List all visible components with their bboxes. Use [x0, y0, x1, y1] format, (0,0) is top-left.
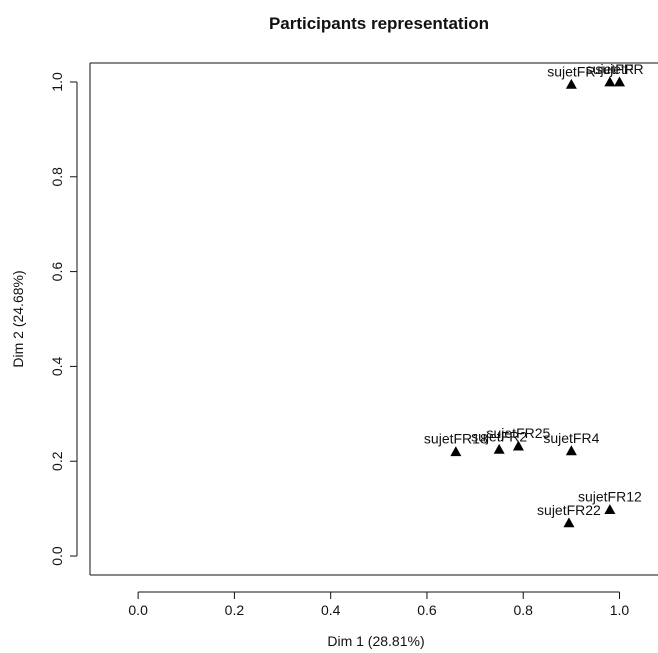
triangle-marker: [613, 76, 625, 87]
triangle-marker: [565, 78, 577, 89]
y-tick-label: 0.0: [49, 546, 65, 566]
x-tick-label: 1.0: [610, 602, 630, 618]
x-tick-label: 0.4: [321, 602, 341, 618]
y-tick-label: 0.4: [49, 356, 65, 376]
y-axis-label: Dim 2 (24.68%): [10, 270, 26, 367]
x-tick-label: 0.2: [225, 602, 245, 618]
point-label: sujetFR: [547, 63, 595, 79]
x-axis: 0.0 0.2 0.4 0.6 0.8 1.0: [128, 591, 630, 618]
x-tick-label: 0.6: [417, 602, 437, 618]
triangle-marker: [512, 440, 524, 451]
point-label: sujetFR2: [471, 428, 527, 444]
triangle-marker: [450, 446, 462, 457]
triangle-marker: [493, 443, 505, 454]
point-label: sujetFR18: [424, 431, 488, 447]
point-label: sujetFR22: [537, 502, 601, 518]
y-axis: 0.0 0.2 0.4 0.6 0.8 1.0: [49, 72, 78, 566]
triangle-marker: [563, 517, 575, 528]
x-axis-label: Dim 1 (28.81%): [327, 633, 424, 649]
point-label: sujetFR12: [578, 489, 642, 505]
y-tick-label: 0.6: [49, 262, 65, 282]
triangle-marker: [565, 445, 577, 456]
point-label: sujetFR: [586, 61, 634, 77]
y-tick-label: 0.8: [49, 167, 65, 187]
triangle-marker: [604, 504, 616, 514]
y-tick-label: 1.0: [49, 72, 65, 92]
chart-title: Participants representation: [269, 14, 489, 33]
y-tick-label: 0.2: [49, 451, 65, 471]
x-tick-label: 0.8: [513, 602, 533, 618]
x-tick-label: 0.0: [128, 602, 148, 618]
data-point-labels: sujetFRsujetFRsujetFRsujetFR18sujetFR2su…: [424, 61, 644, 518]
triangle-marker: [604, 76, 616, 87]
plot-frame-group: [89, 62, 658, 576]
point-label: sujetFR25: [487, 425, 551, 441]
point-label: sujetFR: [595, 61, 643, 77]
data-points: [450, 76, 625, 528]
point-label: sujetFR4: [543, 430, 599, 446]
